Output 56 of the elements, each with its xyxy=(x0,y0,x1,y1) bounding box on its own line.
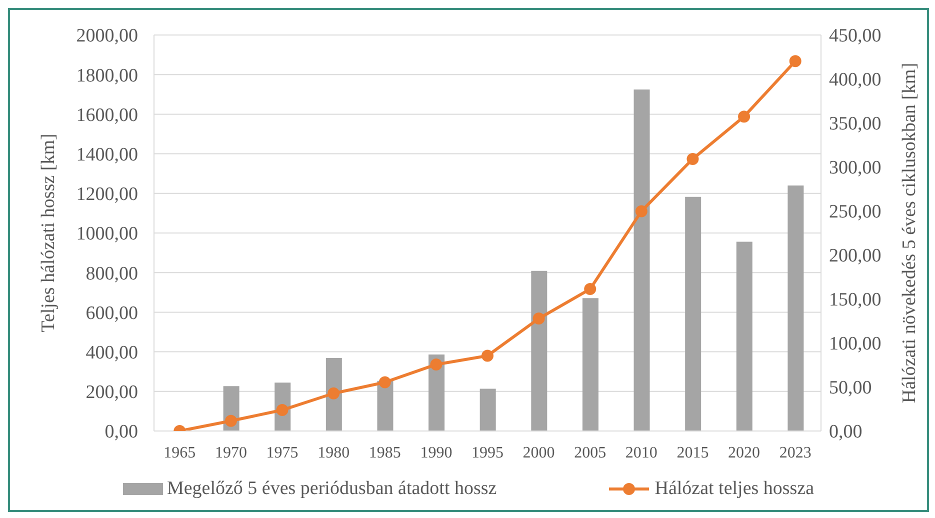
y-tick-label: 0,00 xyxy=(104,422,138,443)
bar xyxy=(480,388,496,431)
y-tick-label: 1400,00 xyxy=(76,144,138,166)
y-axis-title: Teljes hálózati hossz [km] xyxy=(38,134,58,332)
point xyxy=(328,387,340,400)
x-tick-label: 1970 xyxy=(214,444,247,462)
bar xyxy=(582,298,598,431)
y-tick-label: 1800,00 xyxy=(76,65,138,86)
x-tick-label: 2023 xyxy=(779,444,812,462)
y2-tick-label: 100,00 xyxy=(829,334,882,355)
x-tick-label: 1995 xyxy=(472,444,504,462)
x-tick-label: 1985 xyxy=(368,444,401,462)
point xyxy=(584,283,596,296)
bar xyxy=(531,270,548,431)
point xyxy=(482,350,494,362)
x-tick-label: 2005 xyxy=(574,444,606,462)
y2-tick-label: 350,00 xyxy=(829,114,882,135)
y-tick-label: 400,00 xyxy=(86,342,138,364)
y2-tick-label: 300,00 xyxy=(829,158,882,179)
point xyxy=(224,414,237,427)
y2-tick-label: 0,00 xyxy=(829,422,862,443)
point xyxy=(738,110,750,123)
y-tick-label: 600,00 xyxy=(86,302,138,324)
legend-label: Megelőző 5 éves periódusban átadott hossz xyxy=(166,478,497,500)
x-tick-label: 2010 xyxy=(625,444,658,462)
x-tick-label: 2015 xyxy=(676,444,709,462)
bar xyxy=(685,196,702,431)
bar xyxy=(788,185,804,431)
x-tick-label: 1965 xyxy=(164,444,196,462)
y-tick-label: 1000,00 xyxy=(76,224,138,245)
point xyxy=(635,205,648,218)
legend-label: Hálózat teljes hossza xyxy=(654,478,814,500)
y-tick-label: 1200,00 xyxy=(76,184,138,206)
y-tick-label: 200,00 xyxy=(86,382,138,404)
y2-tick-label: 400,00 xyxy=(829,70,882,91)
y2-tick-label: 250,00 xyxy=(829,202,882,223)
y2-axis-title: Hálózati növekedés 5 éves ciklusokban [km] xyxy=(898,62,920,404)
x-tick-label: 2020 xyxy=(728,444,760,462)
point xyxy=(430,358,442,370)
point xyxy=(686,152,699,165)
y2-tick-label: 50,00 xyxy=(829,378,872,399)
y2-tick-label: 200,00 xyxy=(829,246,882,267)
x-tick-label: 1990 xyxy=(420,444,452,462)
bar xyxy=(634,90,650,431)
point xyxy=(532,312,545,325)
point xyxy=(378,376,391,388)
y-tick-label: 800,00 xyxy=(86,263,138,284)
y2-tick-label: 450,00 xyxy=(829,26,882,47)
x-tick-label: 1975 xyxy=(266,444,298,462)
x-tick-label: 2000 xyxy=(522,444,555,462)
y2-tick-label: 150,00 xyxy=(829,290,882,311)
y-tick-label: 1600,00 xyxy=(76,104,138,126)
bar xyxy=(736,242,752,431)
point xyxy=(789,55,802,68)
y-tick-label: 2000,00 xyxy=(76,26,138,47)
x-tick-label: 1980 xyxy=(318,444,350,462)
